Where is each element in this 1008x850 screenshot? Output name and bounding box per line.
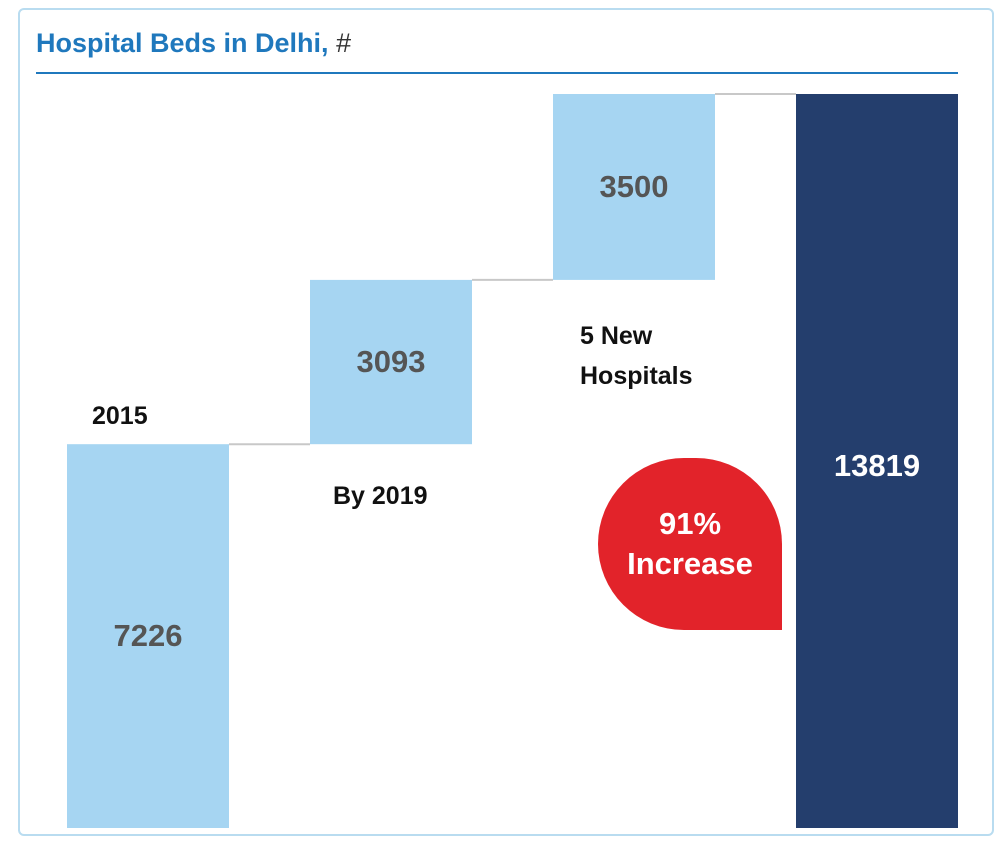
value-label: 3500: [599, 168, 669, 204]
title-text: Hospital Beds in Delhi,: [36, 28, 329, 58]
chart-title: Hospital Beds in Delhi, #: [36, 28, 351, 59]
bar: [310, 279, 472, 445]
bar: [553, 94, 715, 280]
value-label: 7226: [113, 618, 183, 654]
bar: [67, 444, 229, 828]
annotation: 91% Increase: [598, 458, 782, 630]
category-label: 2015: [92, 402, 148, 430]
value-label: 13819: [833, 448, 921, 483]
bar: [796, 94, 958, 828]
frame: [18, 8, 994, 836]
unit: #: [336, 28, 352, 58]
category-label: 5 New Hospitals: [580, 322, 693, 390]
value-label: 3093: [356, 344, 426, 380]
title-rule: [36, 72, 958, 74]
category-label: By 2019: [333, 482, 428, 510]
